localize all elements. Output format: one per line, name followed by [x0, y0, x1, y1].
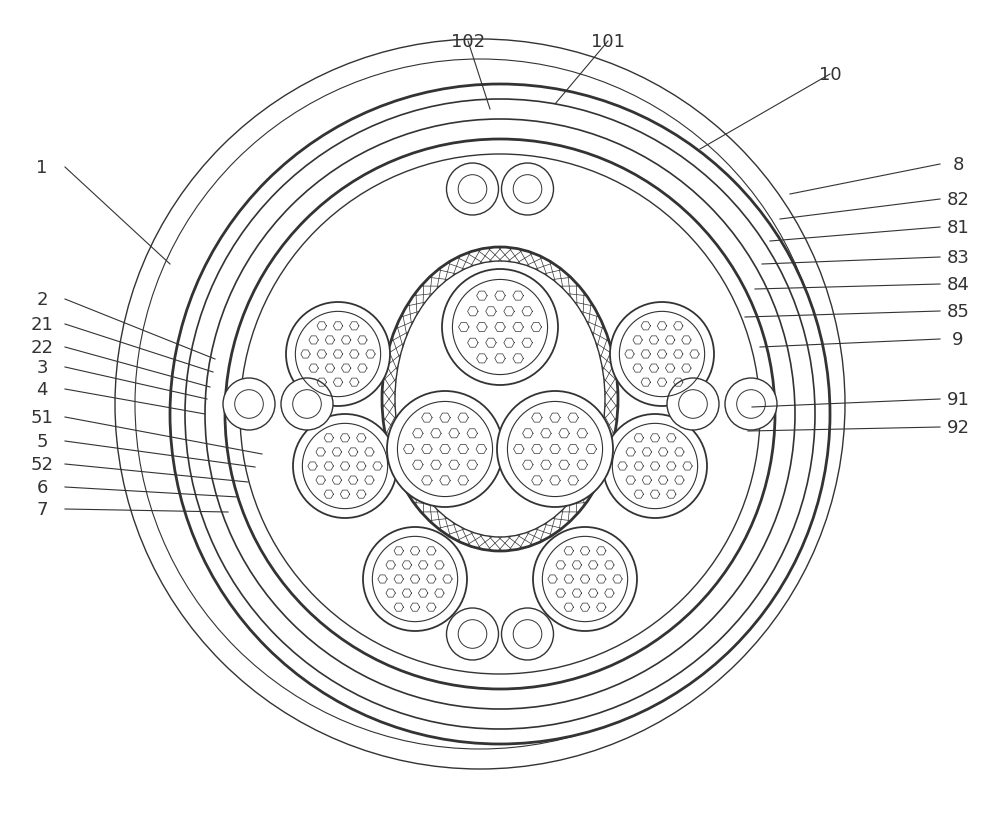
- Circle shape: [185, 100, 815, 729]
- Text: 22: 22: [31, 338, 54, 356]
- Text: 101: 101: [591, 33, 625, 51]
- Text: 81: 81: [947, 219, 969, 237]
- Text: 83: 83: [947, 249, 969, 267]
- Circle shape: [497, 391, 613, 508]
- Text: 51: 51: [31, 409, 53, 427]
- Circle shape: [725, 378, 777, 431]
- Text: 82: 82: [947, 191, 969, 209]
- Text: 84: 84: [947, 276, 969, 294]
- Circle shape: [281, 378, 333, 431]
- Text: 52: 52: [31, 455, 54, 473]
- Text: 21: 21: [31, 315, 53, 333]
- Text: 5: 5: [36, 432, 48, 450]
- Text: 9: 9: [952, 331, 964, 349]
- Circle shape: [667, 378, 719, 431]
- Text: 3: 3: [36, 359, 48, 377]
- Circle shape: [205, 120, 795, 709]
- Text: 6: 6: [36, 478, 48, 496]
- Text: 2: 2: [36, 291, 48, 309]
- Text: 91: 91: [947, 391, 969, 409]
- Text: 85: 85: [947, 303, 969, 320]
- Circle shape: [442, 269, 558, 386]
- Circle shape: [240, 155, 760, 674]
- Text: 10: 10: [819, 66, 841, 84]
- Circle shape: [502, 609, 554, 660]
- Text: 7: 7: [36, 500, 48, 518]
- Circle shape: [223, 378, 275, 431]
- Circle shape: [447, 164, 499, 215]
- Text: 8: 8: [952, 156, 964, 174]
- Circle shape: [286, 303, 390, 406]
- Text: 92: 92: [946, 419, 970, 437]
- Circle shape: [502, 164, 554, 215]
- Circle shape: [610, 303, 714, 406]
- Circle shape: [603, 414, 707, 518]
- Text: 4: 4: [36, 381, 48, 399]
- Circle shape: [363, 527, 467, 631]
- Circle shape: [170, 85, 830, 744]
- Circle shape: [533, 527, 637, 631]
- Circle shape: [225, 140, 775, 689]
- Circle shape: [293, 414, 397, 518]
- Text: 102: 102: [451, 33, 485, 51]
- Circle shape: [387, 391, 503, 508]
- Text: 1: 1: [36, 159, 48, 177]
- Ellipse shape: [382, 247, 618, 551]
- Circle shape: [447, 609, 499, 660]
